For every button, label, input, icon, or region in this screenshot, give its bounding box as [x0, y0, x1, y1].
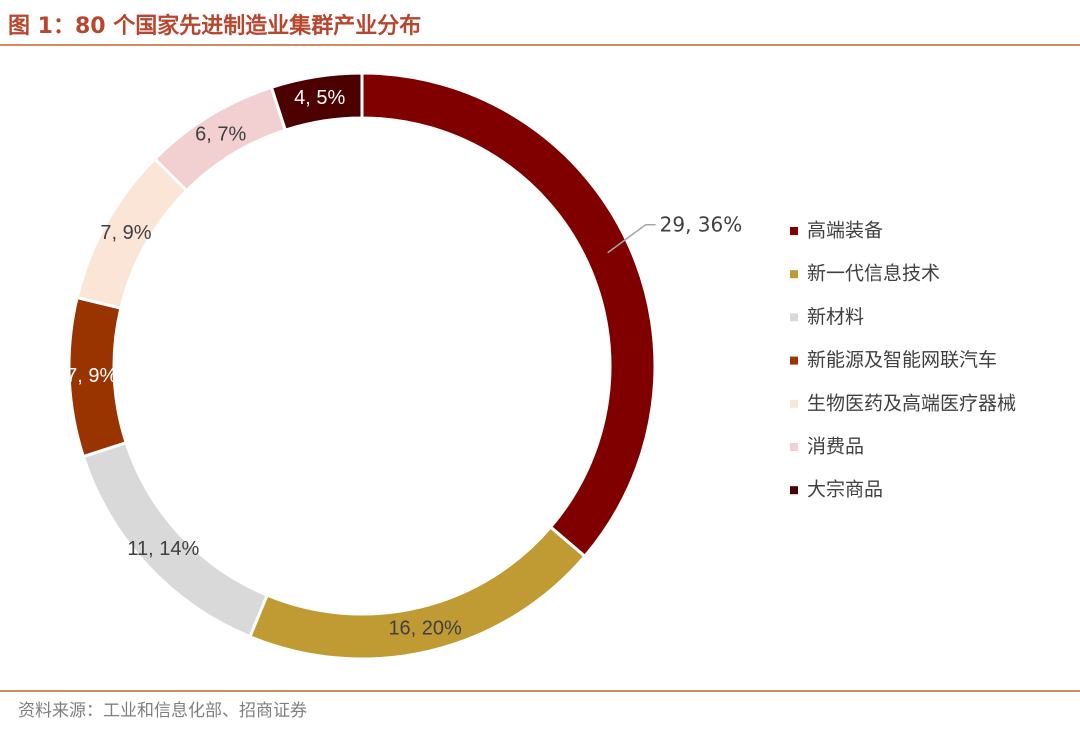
- data-label: 4, 5%: [294, 87, 345, 109]
- legend-label: 生物医药及高端医疗器械: [807, 392, 1016, 414]
- data-label: 7, 9%: [66, 365, 117, 387]
- source-note: 资料来源：工业和信息化部、招商证券: [18, 701, 307, 721]
- legend-label: 消费品: [807, 436, 864, 458]
- donut-slice: [360, 71, 657, 559]
- legend-marker: [790, 270, 798, 279]
- legend-marker: [790, 313, 798, 322]
- data-label: 11, 14%: [127, 538, 199, 560]
- legend-marker: [790, 356, 798, 365]
- legend-label: 新能源及智能网联汽车: [807, 349, 997, 371]
- donut-slice: [269, 71, 364, 133]
- legend-marker: [790, 227, 798, 235]
- legend-label: 大宗商品: [807, 479, 883, 501]
- legend-label: 高端装备: [807, 220, 883, 242]
- legend-marker: [790, 486, 798, 495]
- legend-label: 新材料: [807, 306, 864, 328]
- chart-title: 图 1：80 个国家先进制造业集群产业分布: [8, 13, 421, 39]
- legend-label: 新一代信息技术: [807, 263, 940, 285]
- leader-line: [607, 224, 656, 254]
- data-label: 16, 20%: [388, 617, 462, 639]
- data-label: 6, 7%: [195, 124, 246, 146]
- data-label: 29, 36%: [660, 212, 743, 236]
- legend-marker: [790, 443, 798, 451]
- legend-marker: [790, 399, 798, 408]
- data-label: 7, 9%: [100, 222, 151, 244]
